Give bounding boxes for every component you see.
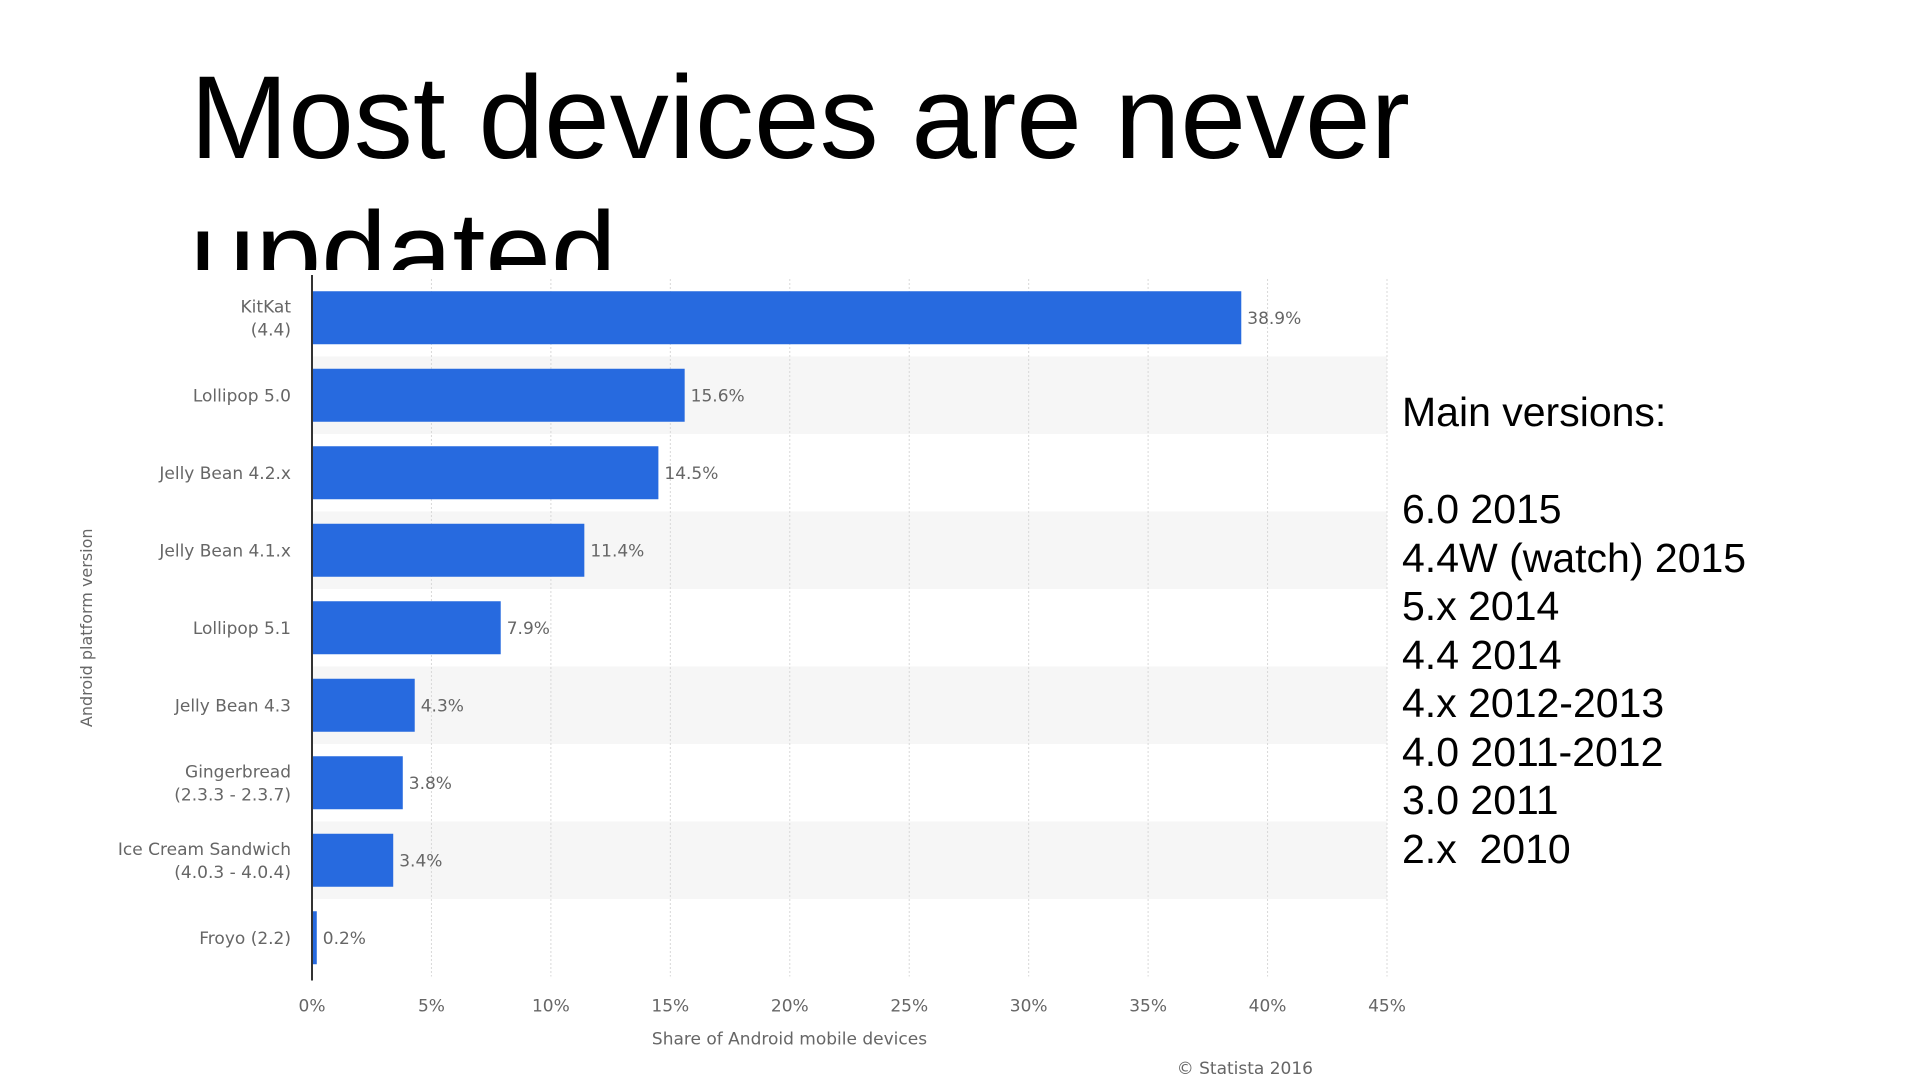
bar — [312, 833, 394, 887]
source-credit: © Statista 2016 — [1177, 1059, 1313, 1079]
bar-chart: KitKat (4.4) Lollipop 5.0 Jelly Bean 4.2.x J… — [77, 275, 1406, 1079]
data-label: 0.2% — [323, 929, 366, 949]
value-labels: 38.9% 15.6% 14.5% 11.4% 7.9% 4.3% 3.8% 3.4% 0.2% — [323, 309, 1302, 949]
data-label: 3.4% — [399, 851, 442, 871]
versions-heading: Main versions: — [1402, 389, 1667, 435]
x-tick-label: 25% — [890, 997, 928, 1017]
versions-list: 6.0 2015 4.4W (watch) 2015 5.x 2014 4.4 201… — [1402, 485, 1902, 873]
bar — [312, 446, 659, 500]
version-line: 4.0 2011-2012 — [1402, 728, 1664, 775]
row-bands — [312, 356, 1387, 899]
category-label: Jelly Bean 4.3 — [174, 696, 291, 716]
data-label: 3.8% — [409, 774, 452, 794]
category-label: Lollipop 5.1 — [193, 619, 291, 639]
version-line: 4.4W (watch) 2015 — [1402, 534, 1747, 581]
category-label: (2.3.3 - 2.3.7) — [174, 785, 291, 805]
bar — [312, 756, 403, 810]
category-label: Froyo (2.2) — [199, 929, 291, 949]
bar — [312, 368, 685, 422]
category-labels: KitKat (4.4) Lollipop 5.0 Jelly Bean 4.2.x J… — [118, 297, 291, 949]
bars — [312, 291, 1242, 965]
x-tick-label: 30% — [1010, 997, 1048, 1017]
data-label: 14.5% — [664, 464, 718, 484]
x-tick-labels: 0% 5% 10% 15% 20% 25% 30% 35% 40% 45% — [299, 997, 1406, 1017]
version-line: 3.0 2011 — [1402, 777, 1559, 823]
category-label: Ice Cream Sandwich — [118, 840, 291, 860]
category-label: Jelly Bean 4.1.x — [158, 541, 291, 561]
version-line: 6.0 2015 — [1402, 486, 1562, 532]
category-label: Lollipop 5.0 — [193, 386, 291, 406]
bar — [312, 911, 317, 965]
category-label: (4.0.3 - 4.0.4) — [174, 863, 291, 883]
category-label: Gingerbread — [185, 762, 291, 782]
x-tick-label: 0% — [299, 997, 326, 1017]
x-tick-label: 15% — [651, 997, 689, 1017]
version-line: 2.x 2010 — [1402, 825, 1571, 872]
data-label: 11.4% — [590, 541, 644, 561]
version-line: 4.x 2012-2013 — [1402, 680, 1665, 726]
category-label: Jelly Bean 4.2.x — [158, 464, 291, 484]
version-line: 5.x 2014 — [1402, 583, 1560, 629]
x-tick-label: 45% — [1368, 997, 1406, 1017]
row-band — [312, 821, 1387, 899]
slide-title: Most devices are never updated — [190, 52, 1410, 270]
bar — [312, 678, 415, 732]
data-label: 7.9% — [507, 619, 550, 639]
category-label: (4.4) — [251, 320, 291, 340]
bar — [312, 601, 501, 655]
data-label: 4.3% — [421, 696, 464, 716]
bar — [312, 291, 1242, 345]
versions-panel: Main versions: 6.0 2015 4.4W (watch) 2015… — [1402, 388, 1902, 873]
x-tick-label: 10% — [532, 997, 570, 1017]
y-axis-label: Android platform version — [77, 528, 96, 727]
version-line: 4.4 2014 — [1402, 631, 1562, 678]
x-axis-label: Share of Android mobile devices — [652, 1030, 927, 1050]
data-label: 38.9% — [1247, 309, 1301, 329]
bar — [312, 523, 585, 577]
x-tick-label: 35% — [1129, 997, 1167, 1017]
x-tick-label: 40% — [1249, 997, 1287, 1017]
x-tick-label: 5% — [418, 997, 445, 1017]
data-label: 15.6% — [691, 386, 745, 406]
category-label: KitKat — [241, 297, 292, 317]
x-tick-label: 20% — [771, 997, 809, 1017]
row-band — [312, 666, 1387, 744]
